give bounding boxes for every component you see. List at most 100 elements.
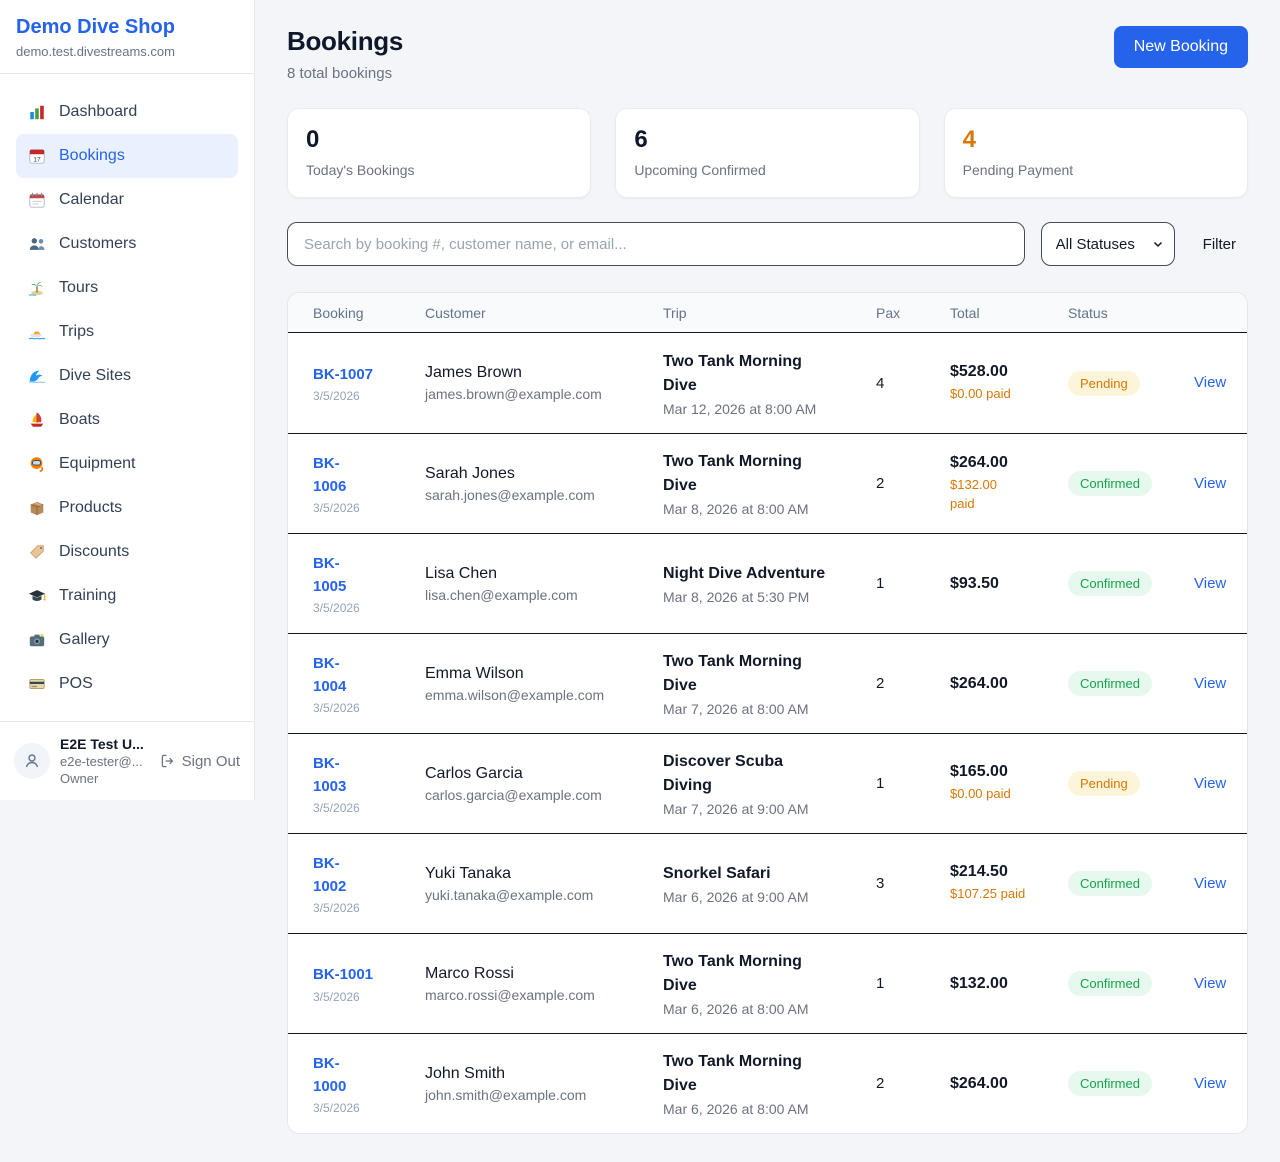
sidebar-item-label: POS bbox=[59, 675, 93, 692]
table-body: BK-1007 3/5/2026 James Brown james.brown@ex… bbox=[288, 333, 1247, 1133]
customer-cell: Yuki Tanaka yuki.tanaka@example.com bbox=[425, 865, 663, 903]
sidebar-item-label: Calendar bbox=[59, 191, 124, 208]
booking-number-link[interactable]: BK-1007 bbox=[313, 365, 374, 383]
sidebar-item-products[interactable]: Products bbox=[16, 486, 238, 530]
booking-number-link[interactable]: 1004 bbox=[313, 678, 347, 695]
booking-number-link[interactable]: 1003 bbox=[313, 778, 347, 795]
booking-number-link[interactable]: 1000 bbox=[313, 1078, 347, 1095]
booking-number-link[interactable]: BK- bbox=[313, 854, 340, 872]
total-cell: $93.50 bbox=[950, 575, 1068, 593]
total-amount: $93.50 bbox=[950, 574, 999, 592]
sidebar-item-boats[interactable]: Boats bbox=[16, 398, 238, 442]
booking-number-link[interactable]: BK- bbox=[313, 1054, 340, 1072]
status-cell: Pending bbox=[1068, 370, 1194, 396]
customer-email: sarah.jones@example.com bbox=[425, 486, 595, 503]
customer-cell: John Smith john.smith@example.com bbox=[425, 1065, 663, 1103]
calendar-date-icon: 17 bbox=[28, 147, 46, 165]
sidebar-item-label: Equipment bbox=[59, 455, 136, 472]
view-link[interactable]: View bbox=[1194, 574, 1227, 592]
new-booking-button[interactable]: New Booking bbox=[1113, 26, 1248, 68]
column-header-pax: Pax bbox=[876, 304, 901, 321]
action-cell: View bbox=[1194, 875, 1226, 893]
booking-number-link[interactable]: BK-1001 bbox=[313, 966, 374, 984]
booking-number-link[interactable]: BK- bbox=[313, 754, 340, 772]
status-filter-select[interactable]: All Statuses bbox=[1040, 222, 1175, 266]
status-select-wrap: All Statuses bbox=[1040, 222, 1175, 266]
customer-name: John Smith bbox=[425, 1064, 506, 1082]
status-badge: Pending bbox=[1068, 771, 1140, 796]
sidebar-item-customers[interactable]: Customers bbox=[16, 222, 238, 266]
user-info: E2E Test U... e2e-tester@... Owner bbox=[60, 736, 150, 786]
booking-number-link[interactable]: 1006 bbox=[313, 478, 347, 495]
total-cell: $132.00 bbox=[950, 975, 1068, 993]
sidebar-item-calendar[interactable]: Calendar bbox=[16, 178, 238, 222]
status-cell: Confirmed bbox=[1068, 571, 1194, 596]
filter-button[interactable]: Filter bbox=[1191, 236, 1248, 253]
view-link[interactable]: View bbox=[1194, 974, 1227, 992]
status-badge: Confirmed bbox=[1068, 971, 1152, 996]
sidebar-item-tours[interactable]: Tours bbox=[16, 266, 238, 310]
bookings-table: Booking Customer Trip Pax Total Status BK-100… bbox=[287, 292, 1248, 1134]
sidebar-item-label: Boats bbox=[59, 411, 100, 428]
stat-label: Upcoming Confirmed bbox=[634, 162, 766, 178]
action-cell: View bbox=[1194, 1075, 1226, 1093]
view-link[interactable]: View bbox=[1194, 374, 1227, 391]
view-link[interactable]: View bbox=[1194, 474, 1227, 492]
sidebar-item-equipment[interactable]: Equipment bbox=[16, 442, 238, 486]
view-link[interactable]: View bbox=[1194, 1074, 1227, 1092]
search-input[interactable] bbox=[287, 222, 1025, 266]
trip-name: Night Dive Adventure bbox=[663, 565, 826, 582]
sidebar-item-trips[interactable]: Trips bbox=[16, 310, 238, 354]
booking-number-link[interactable]: BK- bbox=[313, 454, 340, 472]
dive-mask-icon bbox=[28, 455, 46, 473]
stat-card-upcoming-confirmed: 6 Upcoming Confirmed bbox=[615, 108, 920, 198]
customer-cell: Marco Rossi marco.rossi@example.com bbox=[425, 965, 663, 1003]
sign-out-button[interactable]: Sign Out bbox=[160, 753, 240, 770]
booking-number-cell: BK- 1005 3/5/2026 bbox=[313, 552, 425, 616]
booking-number-cell: BK-1007 3/5/2026 bbox=[313, 363, 425, 403]
trip-name: Two Tank Morning bbox=[663, 453, 802, 470]
customer-email: emma.wilson@example.com bbox=[425, 686, 605, 703]
total-amount: $528.00 bbox=[950, 362, 1008, 380]
sidebar-item-training[interactable]: Training bbox=[16, 574, 238, 618]
sidebar-item-label: Customers bbox=[59, 235, 137, 252]
amount-paid-line: $132.00 bbox=[950, 476, 997, 492]
sidebar-item-dive-sites[interactable]: Dive Sites bbox=[16, 354, 238, 398]
booking-number-link[interactable]: 1005 bbox=[313, 578, 347, 595]
sidebar-item-gallery[interactable]: Gallery bbox=[16, 618, 238, 662]
status-badge: Confirmed bbox=[1068, 1071, 1152, 1096]
pax-value: 1 bbox=[876, 775, 885, 792]
booking-number-link[interactable]: 1002 bbox=[313, 878, 347, 895]
trip-datetime: Mar 8, 2026 at 5:30 PM bbox=[663, 589, 810, 605]
view-link[interactable]: View bbox=[1194, 774, 1227, 792]
graduation-cap-icon bbox=[28, 587, 46, 605]
sidebar-item-dashboard[interactable]: Dashboard bbox=[16, 90, 238, 134]
table-row: BK- 1003 3/5/2026 Carlos Garcia carlos.garci… bbox=[288, 733, 1247, 833]
brand-domain: demo.test.divestreams.com bbox=[16, 44, 175, 59]
customer-name: Marco Rossi bbox=[425, 964, 514, 982]
trip-cell: Two Tank Morning Dive Mar 8, 2026 at 8:00 … bbox=[663, 450, 876, 517]
amount-paid-line: $0.00 paid bbox=[950, 786, 1011, 802]
booking-number-link[interactable]: BK- bbox=[313, 554, 340, 572]
sidebar-item-pos[interactable]: POS bbox=[16, 662, 238, 706]
booking-number-link[interactable]: BK- bbox=[313, 654, 340, 672]
table-row: BK- 1000 3/5/2026 John Smith john.smith@exam… bbox=[288, 1033, 1247, 1133]
amount-paid-line: $107.25 paid bbox=[950, 886, 1026, 902]
booking-number-cell: BK- 1004 3/5/2026 bbox=[313, 652, 425, 716]
status-cell: Pending bbox=[1068, 771, 1194, 796]
user-name: E2E Test U... bbox=[60, 736, 144, 752]
customer-cell: James Brown james.brown@example.com bbox=[425, 364, 663, 402]
trip-datetime: Mar 6, 2026 at 9:00 AM bbox=[663, 889, 809, 905]
view-link[interactable]: View bbox=[1194, 674, 1227, 692]
trip-name: Two Tank Morning bbox=[663, 953, 802, 970]
customer-cell: Sarah Jones sarah.jones@example.com bbox=[425, 465, 663, 503]
pax-value: 3 bbox=[876, 875, 885, 892]
view-link[interactable]: View bbox=[1194, 874, 1227, 892]
svg-text:17: 17 bbox=[33, 156, 41, 163]
sidebar-item-label: Tours bbox=[59, 279, 99, 296]
booking-date: 3/5/2026 bbox=[313, 989, 360, 1004]
stat-card-pending-payment: 4 Pending Payment bbox=[943, 108, 1248, 198]
sidebar-item-discounts[interactable]: Discounts bbox=[16, 530, 238, 574]
table-row: BK- 1005 3/5/2026 Lisa Chen lisa.chen@exampl… bbox=[288, 533, 1247, 633]
sidebar-item-bookings[interactable]: 17 Bookings bbox=[16, 134, 238, 178]
